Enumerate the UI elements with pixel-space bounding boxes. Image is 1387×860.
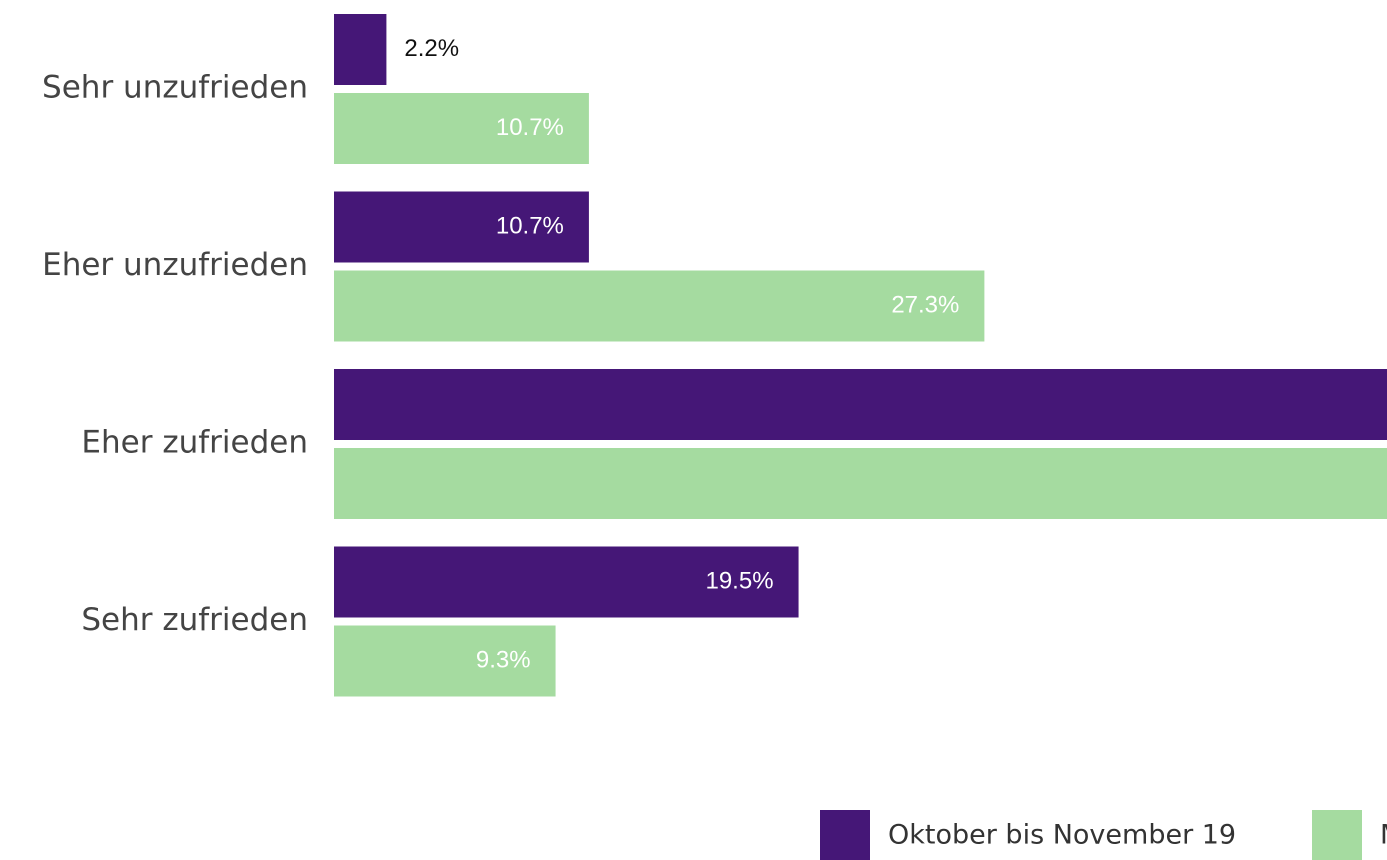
value-label: 2.2% [404,35,459,62]
legend-label: Oktober bis November 19 [888,820,1236,851]
bar [334,625,556,697]
category-label: Sehr unzufrieden [42,70,308,106]
value-label: 10.7% [496,114,564,141]
category-label: Eher zufrieden [81,425,308,461]
bar [334,270,985,342]
value-label: 27.3% [891,291,959,318]
legend-swatch [1312,810,1362,860]
value-label: 10.7% [496,212,564,239]
bar [334,448,1387,519]
category-label: Eher unzufrieden [42,247,308,283]
legend-swatch [820,810,870,860]
bar [334,14,387,85]
bar [334,191,589,263]
bar [334,546,799,618]
bar [334,369,1387,440]
category-label: Sehr zufrieden [81,602,308,638]
value-label: 19.5% [705,567,773,594]
bar [334,93,589,164]
legend-label: M [1380,820,1387,851]
value-label: 9.3% [476,646,531,673]
